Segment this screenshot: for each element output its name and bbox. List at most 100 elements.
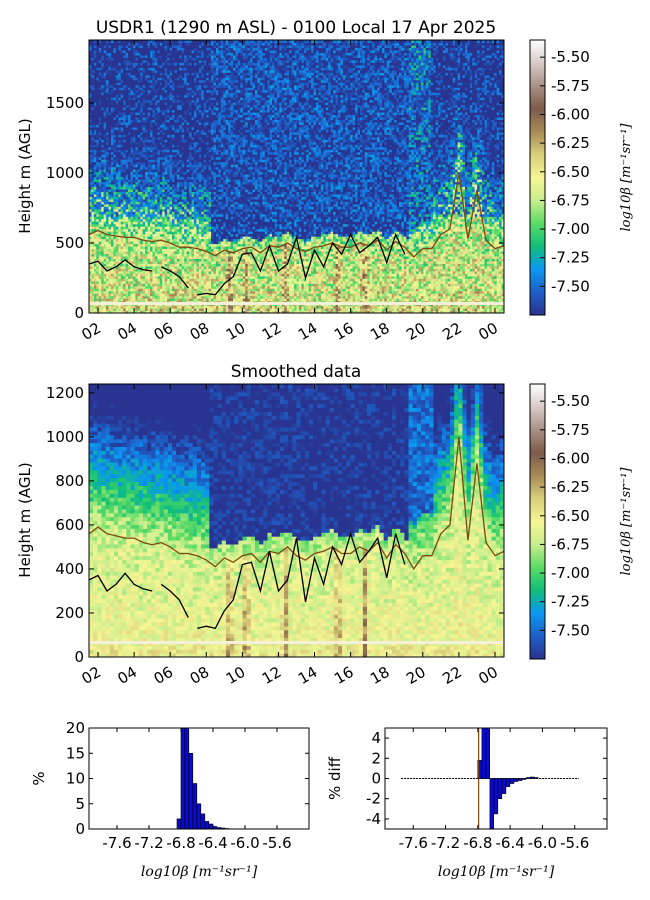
colorbar-tick-label: -7.00 (551, 564, 590, 582)
brown-boundary-line (89, 436, 504, 571)
hist-bar (196, 803, 202, 830)
x-tick-label: 08 (187, 319, 213, 344)
y-tick-label: 1500 (46, 94, 84, 112)
hist-bar (517, 778, 523, 781)
hist-y-tick-label: 2 (371, 749, 381, 767)
hist-bar (513, 778, 519, 782)
x-tick-label: 00 (475, 663, 501, 688)
hist-x-tick-label: -6.8 (463, 834, 492, 852)
hist-y-tick-label: -4 (366, 810, 381, 828)
x-tick-label: 04 (115, 663, 141, 688)
hist-x-tick-label: -7.6 (102, 834, 131, 852)
top-ylabel: Height m (AGL) (16, 118, 34, 233)
hist-bar (485, 727, 490, 779)
y-tick-label: 1000 (46, 428, 84, 446)
colorbar-tick-label: -7.25 (551, 249, 590, 267)
hist-x-tick-label: -7.6 (399, 834, 428, 852)
hist-bar (529, 776, 535, 779)
hist-bar (497, 778, 503, 800)
x-tick-label: 00 (475, 319, 501, 344)
x-tick-label: 04 (115, 319, 141, 344)
hist-y-tick-label: 0 (371, 770, 381, 788)
x-tick-label: 16 (331, 319, 357, 344)
colorbar-tick-label: -6.25 (551, 134, 590, 152)
top-panel-title: USDR1 (1290 m ASL) - 0100 Local 17 Apr 2… (96, 18, 496, 38)
y-tick-label: 200 (55, 604, 84, 622)
x-tick-label: 20 (403, 319, 429, 344)
hist-bar (501, 778, 507, 794)
hist-x-tick-label: -7.2 (134, 834, 163, 852)
smoothed-ylabel: Height m (AGL) (16, 462, 34, 577)
x-tick-label: 06 (151, 319, 177, 344)
colorbar-tick-label: -6.50 (551, 163, 590, 181)
black-boundary-line (89, 531, 406, 630)
colorbar-tick-label: -6.75 (551, 535, 590, 553)
hist-y-tick-label: 15 (66, 744, 85, 762)
top-overlay-lines (89, 172, 504, 296)
hist-bar (489, 778, 494, 830)
x-tick-label: 18 (367, 663, 393, 688)
hist-y-tick-label: 5 (75, 795, 85, 813)
colorbar-label: log10β [m⁻¹sr⁻¹] (619, 467, 634, 576)
hist-y-tick-label: 0 (75, 820, 85, 838)
x-tick-label: 02 (78, 319, 104, 344)
y-tick-label: 500 (55, 234, 84, 252)
y-tick-label: 0 (74, 648, 84, 666)
x-tick-label: 06 (151, 663, 177, 688)
x-tick-label: 12 (259, 319, 285, 344)
x-tick-label: 18 (367, 319, 393, 344)
hist-bar (188, 752, 194, 830)
colorbar-tick-label: -5.75 (551, 77, 590, 95)
x-tick-label: 16 (331, 663, 357, 688)
smoothed-plot-frame (88, 383, 505, 658)
x-tick-label: 22 (439, 319, 465, 344)
x-tick-label: 22 (439, 663, 465, 688)
colorbar-tick-label: -5.50 (551, 392, 590, 410)
black-boundary-line (89, 232, 406, 296)
hist-x-tick-label: -7.2 (431, 834, 460, 852)
y-tick-label: 400 (55, 560, 84, 578)
hist-xlabel: log10β [m⁻¹sr⁻¹] (141, 864, 258, 880)
hist-bar (525, 777, 531, 779)
hist-y-tick-label: 4 (371, 729, 381, 747)
colorbar-tick-label: -6.25 (551, 478, 590, 496)
hist-bar (521, 778, 527, 780)
colorbar-tick-label: -5.50 (551, 48, 590, 66)
hist-x-tick-label: -6.0 (528, 834, 557, 852)
hist-bar (184, 727, 190, 830)
x-tick-label: 12 (259, 663, 285, 688)
hist-bar (176, 818, 182, 830)
hist-bar (208, 823, 214, 830)
top-heatmap (89, 40, 504, 313)
top-plot-frame (88, 39, 505, 314)
hist-x-tick-label: -6.4 (495, 834, 524, 852)
colorbar-tick-label: -6.50 (551, 507, 590, 525)
hist-bar (509, 778, 515, 784)
hist-x-tick-label: -5.6 (262, 834, 291, 852)
hist-x-tick-label: -6.0 (230, 834, 259, 852)
hist-y-tick-label: 10 (66, 770, 85, 788)
hist-x-tick-label: -6.8 (166, 834, 195, 852)
colorbar-tick-label: -7.00 (551, 220, 590, 238)
hist-bar (200, 813, 206, 830)
hist-ylabel: % (30, 771, 48, 785)
x-tick-label: 14 (295, 663, 321, 688)
hist-y-tick-label: 20 (66, 719, 85, 737)
x-tick-label: 14 (295, 319, 321, 344)
colorbar-tick-label: -7.25 (551, 593, 590, 611)
smoothed-overlay-lines (89, 436, 504, 630)
x-tick-label: 20 (403, 663, 429, 688)
histogram-percent-diff: -7.6 -7.2 -6.8 -6.4 -6.0 -5.6 4 2 0 -2 -4 log10β [m… (326, 727, 608, 880)
x-tick-label: 10 (223, 319, 249, 344)
y-tick-label: 800 (55, 472, 84, 490)
hist-x-tick-label: -6.4 (198, 834, 227, 852)
hist-bar (505, 778, 511, 787)
hist-bar (481, 727, 486, 779)
hist-bar (533, 777, 539, 779)
hist-xlabel: log10β [m⁻¹sr⁻¹] (438, 864, 555, 880)
y-tick-label: 1200 (46, 384, 84, 402)
x-tick-label: 08 (187, 663, 213, 688)
hist-bar (493, 778, 499, 815)
colorbar-gradient (529, 383, 546, 660)
